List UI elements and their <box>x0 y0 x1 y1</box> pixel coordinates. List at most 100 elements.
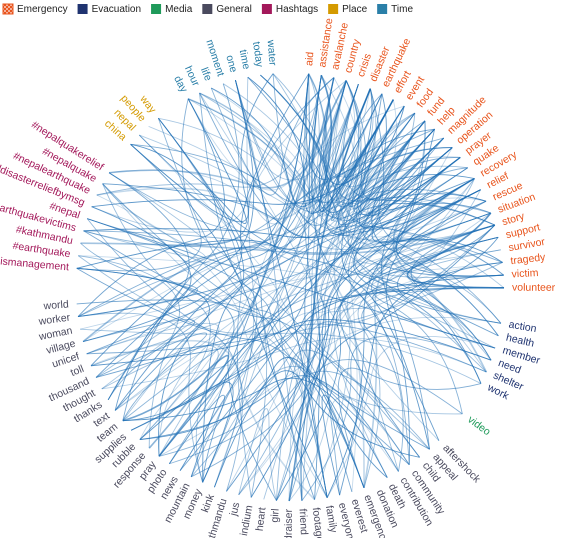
edge <box>101 120 426 390</box>
edge <box>367 120 487 216</box>
edge <box>199 92 440 442</box>
edge <box>380 224 504 289</box>
edge <box>168 394 225 483</box>
edge <box>238 236 499 496</box>
edge <box>95 120 426 378</box>
node-label: family <box>323 505 340 535</box>
edge <box>77 120 426 318</box>
edge <box>122 80 347 421</box>
node-label: girl <box>269 508 282 523</box>
edge <box>335 80 487 373</box>
legend-label: Time <box>391 4 413 15</box>
edge <box>247 76 394 214</box>
node-label: footage <box>310 507 326 538</box>
edge <box>320 75 491 249</box>
edge <box>188 98 435 204</box>
edge <box>326 336 496 498</box>
edge <box>378 120 502 324</box>
edge <box>107 79 255 401</box>
edge <box>210 77 335 196</box>
edge <box>211 87 371 208</box>
edge <box>158 128 435 457</box>
edge <box>83 212 491 254</box>
edge <box>275 112 416 501</box>
edge <box>158 117 245 483</box>
node-label: time <box>237 49 253 71</box>
edge <box>300 224 496 501</box>
edge <box>76 299 430 450</box>
edge <box>305 73 435 180</box>
edge <box>314 84 359 500</box>
edge <box>408 178 495 245</box>
edge <box>158 316 501 457</box>
edge <box>95 80 347 378</box>
node-label: toll <box>69 363 86 379</box>
edge <box>91 112 416 208</box>
edge <box>90 340 316 501</box>
edge <box>82 319 195 401</box>
edge <box>95 287 504 378</box>
legend-swatch <box>2 3 14 15</box>
edge <box>158 349 420 458</box>
edge <box>385 189 481 465</box>
edge <box>78 255 503 276</box>
edge <box>337 93 416 200</box>
edge <box>95 332 207 421</box>
edge <box>288 178 475 501</box>
edge <box>76 98 202 272</box>
edge <box>90 236 499 367</box>
edge <box>321 394 388 496</box>
legend-swatch <box>377 4 388 14</box>
edge <box>234 79 303 501</box>
edge <box>158 84 359 457</box>
edge <box>337 80 453 226</box>
edge <box>356 120 501 265</box>
edge <box>80 224 496 255</box>
edge <box>108 172 190 421</box>
edge <box>332 80 468 188</box>
edge <box>108 172 430 450</box>
edge <box>226 137 445 492</box>
edge <box>108 137 444 233</box>
node-label: worker <box>37 311 71 327</box>
edge <box>122 377 388 478</box>
edge <box>357 249 501 488</box>
edge <box>101 344 219 483</box>
edge <box>238 408 277 501</box>
edge <box>199 92 503 263</box>
edge <box>77 98 225 317</box>
node-label: action <box>508 319 538 336</box>
node-label: friend <box>297 508 310 535</box>
legend-label: Media <box>165 4 193 15</box>
edge <box>96 88 372 220</box>
edge <box>318 77 475 213</box>
edge <box>148 80 347 449</box>
edge <box>353 105 435 210</box>
edge <box>77 242 198 318</box>
edge <box>122 354 230 457</box>
legend-label: Place <box>342 4 367 15</box>
edge <box>310 75 461 217</box>
edge <box>82 77 335 343</box>
edge <box>301 335 492 501</box>
node-label: water <box>265 39 279 67</box>
edge <box>122 200 487 421</box>
edge <box>109 77 335 225</box>
edge <box>139 356 365 488</box>
legend-label: Evacuation <box>92 4 141 15</box>
edge <box>395 178 502 324</box>
edge <box>139 80 347 440</box>
node-label: victim <box>511 267 539 280</box>
node-label: tragedy <box>510 251 547 267</box>
edge <box>138 134 499 337</box>
edge <box>168 99 394 464</box>
node-label: one <box>223 54 239 74</box>
node-label: life <box>198 66 214 83</box>
edge <box>371 224 495 414</box>
node-label: heart <box>254 506 269 531</box>
edge <box>83 178 475 239</box>
edge <box>77 312 204 483</box>
edge <box>326 261 503 498</box>
edge <box>333 77 491 245</box>
